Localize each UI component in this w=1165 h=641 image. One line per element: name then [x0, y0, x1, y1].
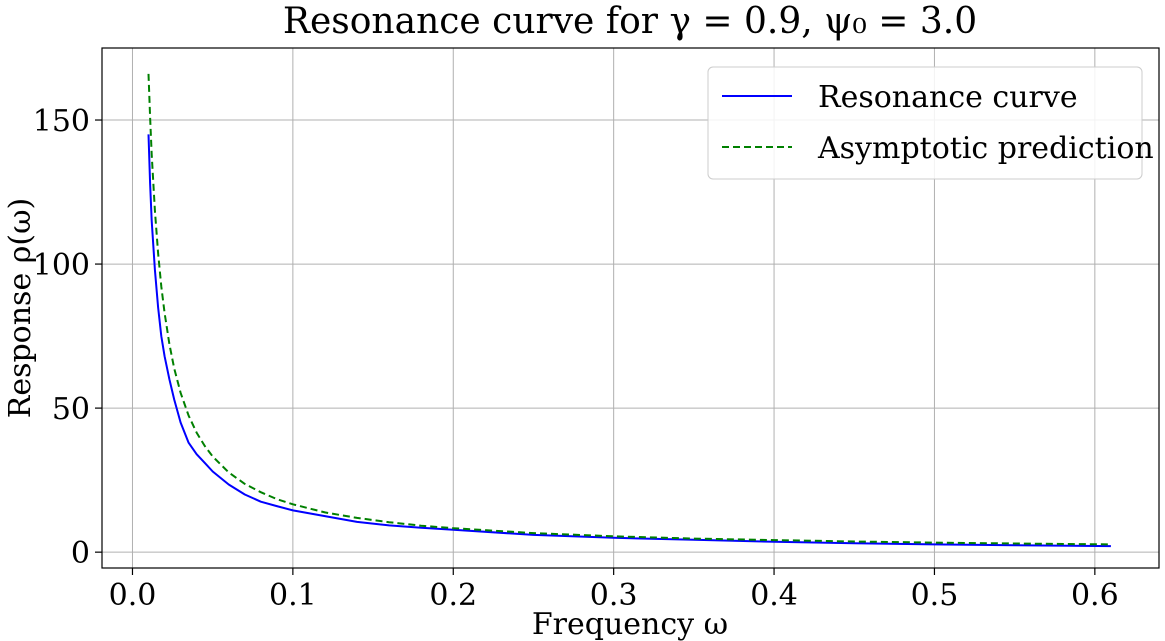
chart-title: Resonance curve for γ = 0.9, ψ₀ = 3.0	[283, 1, 977, 42]
y-tick-label: 50	[52, 392, 90, 427]
legend: Resonance curve Asymptotic prediction	[707, 66, 1154, 180]
legend-label-resonance-curve: Resonance curve	[818, 80, 1078, 115]
tick-layer: 0.0 0.1 0.2 0.3 0.4 0.5 0.6 0 50 100 150	[33, 104, 1119, 613]
y-axis-label: Response ρ(ω)	[3, 198, 38, 419]
x-tick-label: 0.0	[109, 578, 157, 613]
y-tick-label: 0	[71, 536, 90, 571]
legend-label-asymptotic-prediction: Asymptotic prediction	[817, 131, 1154, 166]
x-tick-label: 0.1	[269, 578, 317, 613]
x-tick-label: 0.4	[750, 578, 798, 613]
x-tick-label: 0.6	[1071, 578, 1119, 613]
x-axis-label: Frequency ω	[532, 607, 728, 641]
x-tick-label: 0.2	[429, 578, 477, 613]
plot-frame	[101, 47, 1160, 569]
series-line-resonance-curve	[147, 134, 1111, 548]
y-tick-label: 100	[33, 248, 90, 283]
series-line-asymptotic-prediction	[147, 73, 1111, 546]
legend-box	[707, 66, 1143, 180]
y-tick-label: 150	[33, 104, 90, 139]
x-tick-label: 0.3	[590, 578, 638, 613]
series-layer	[147, 73, 1111, 548]
x-tick-label: 0.5	[911, 578, 959, 613]
